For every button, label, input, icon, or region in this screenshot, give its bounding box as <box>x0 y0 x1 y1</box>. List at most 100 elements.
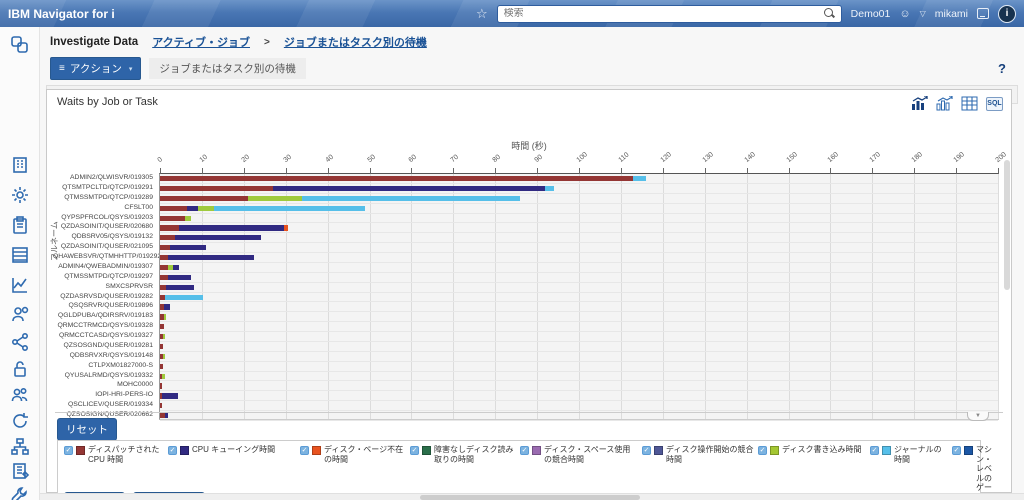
bar-segment-dispatched_cpu[interactable] <box>160 343 163 350</box>
legend-checkbox[interactable]: ✓ <box>168 446 177 455</box>
job-wait-bar[interactable] <box>160 255 255 261</box>
bar-segment-db_record_lock_contention[interactable] <box>162 373 165 379</box>
job-wait-bar[interactable] <box>160 353 166 360</box>
user-gear-icon[interactable] <box>8 302 32 326</box>
bar-segment-cpu_queuing[interactable] <box>166 284 194 290</box>
bar-segment-cpu_queuing[interactable] <box>167 274 191 280</box>
job-wait-bar[interactable] <box>160 176 647 182</box>
line-chart-icon[interactable] <box>8 273 32 297</box>
bar-segment-disk_page_faults[interactable] <box>283 225 288 231</box>
bar-segment-dispatched_cpu[interactable] <box>160 314 165 320</box>
bar-segment-dispatched_cpu[interactable] <box>160 413 166 419</box>
server-list-icon[interactable] <box>8 243 32 267</box>
bar-segment-cpu_queuing[interactable] <box>273 185 546 192</box>
job-wait-bar[interactable] <box>160 264 179 271</box>
search-input[interactable] <box>503 8 824 19</box>
job-wait-bar[interactable] <box>160 294 203 300</box>
bar-segment-cpu_queuing[interactable] <box>178 225 284 231</box>
product-avatar[interactable]: i <box>998 4 1016 23</box>
gear-icon[interactable] <box>8 183 32 207</box>
bar-segment-dispatched_cpu[interactable] <box>160 215 186 221</box>
job-wait-bar[interactable] <box>160 343 163 350</box>
console-icon[interactable] <box>977 8 989 19</box>
bar-segment-cpu_queuing[interactable] <box>168 255 255 261</box>
user-icon[interactable]: ☺ <box>899 7 911 20</box>
vertical-scrollbar[interactable] <box>1004 160 1010 290</box>
share-network-icon[interactable] <box>8 330 32 354</box>
bar-segment-cpu_queuing[interactable] <box>170 245 207 251</box>
horizontal-scrollbar-track[interactable] <box>40 493 1024 500</box>
bar-segment-db_record_lock_contention[interactable] <box>168 264 173 271</box>
bar-segment-dispatched_cpu[interactable] <box>160 363 163 369</box>
legend-checkbox[interactable]: ✓ <box>64 446 73 455</box>
sitemap-icon[interactable] <box>8 435 32 459</box>
reset-button[interactable]: リセット <box>57 418 117 441</box>
table-view-icon[interactable] <box>961 96 979 111</box>
bar-segment-journal[interactable] <box>633 176 647 182</box>
bar-segment-dispatched_cpu[interactable] <box>160 294 166 300</box>
bar-segment-cpu_queuing[interactable] <box>172 264 179 271</box>
bar-segment-cpu_queuing[interactable] <box>187 205 198 211</box>
bar-segment-dispatched_cpu[interactable] <box>160 324 164 330</box>
bar-segment-db_record_lock_contention[interactable] <box>247 195 303 201</box>
bar-segment-journal[interactable] <box>165 294 203 300</box>
job-wait-bar[interactable] <box>160 403 162 409</box>
bar-segment-dispatched_cpu[interactable] <box>160 373 163 379</box>
job-wait-bar[interactable] <box>160 215 192 221</box>
legend-checkbox[interactable]: ✓ <box>410 446 419 455</box>
sync-icon[interactable] <box>8 409 32 433</box>
bar-segment-dispatched_cpu[interactable] <box>160 284 167 290</box>
job-wait-bar[interactable] <box>160 314 167 320</box>
bar-segment-db_record_lock_contention[interactable] <box>185 215 192 221</box>
bar-segment-db_record_lock_contention[interactable] <box>163 334 166 340</box>
breadcrumb-link-active-jobs[interactable]: アクティブ・ジョブ <box>152 37 250 49</box>
job-wait-bar[interactable] <box>160 373 165 379</box>
legend-checkbox[interactable]: ✓ <box>300 446 309 455</box>
actions-button[interactable]: ≡ アクション ▾ <box>50 57 142 80</box>
job-wait-bar[interactable] <box>160 324 164 330</box>
user-name[interactable]: mikami <box>934 7 968 20</box>
bar-segment-dispatched_cpu[interactable] <box>160 304 165 310</box>
legend-checkbox[interactable]: ✓ <box>520 446 529 455</box>
job-wait-bar[interactable] <box>160 334 166 340</box>
users-icon[interactable] <box>8 383 32 407</box>
job-wait-bar[interactable] <box>160 383 163 389</box>
legend-checkbox[interactable]: ✓ <box>758 446 767 455</box>
job-wait-bar[interactable] <box>160 245 207 251</box>
bar-segment-dispatched_cpu[interactable] <box>160 245 171 251</box>
wrench-icon[interactable] <box>8 483 32 500</box>
bar-segment-journal[interactable] <box>545 185 554 192</box>
breadcrumb-link-waits[interactable]: ジョブまたはタスク別の待機 <box>283 37 427 49</box>
job-wait-bar[interactable] <box>160 284 194 290</box>
job-wait-bar[interactable] <box>160 185 554 192</box>
job-wait-bar[interactable] <box>160 225 288 231</box>
bar-segment-dispatched_cpu[interactable] <box>160 185 274 192</box>
lock-icon[interactable] <box>8 357 32 381</box>
bar-segment-db_record_lock_contention[interactable] <box>164 314 167 320</box>
alt-chart-view-icon[interactable] <box>936 95 954 111</box>
bar-segment-journal[interactable] <box>302 195 521 201</box>
collapse-legend-button[interactable]: ▼ <box>967 412 989 421</box>
bar-segment-cpu_queuing[interactable] <box>165 413 169 419</box>
favorite-star-icon[interactable]: ☆ <box>476 5 488 21</box>
job-wait-bar[interactable] <box>160 304 171 310</box>
bar-segment-journal[interactable] <box>214 205 366 211</box>
bar-segment-dispatched_cpu[interactable] <box>160 205 188 211</box>
bar-segment-dispatched_cpu[interactable] <box>160 274 168 280</box>
bar-segment-dispatched_cpu[interactable] <box>160 383 163 389</box>
bar-segment-dispatched_cpu[interactable] <box>160 353 163 360</box>
job-wait-bar[interactable] <box>160 195 521 201</box>
job-wait-bar[interactable] <box>160 235 261 241</box>
job-wait-bar[interactable] <box>160 274 191 280</box>
bar-segment-cpu_queuing[interactable] <box>164 304 171 310</box>
apps-icon[interactable] <box>8 33 32 57</box>
legend-checkbox[interactable]: ✓ <box>642 446 651 455</box>
bar-segment-dispatched_cpu[interactable] <box>160 255 169 261</box>
bar-segment-dispatched_cpu[interactable] <box>160 176 634 182</box>
sql-view-icon[interactable]: SQL <box>986 96 1003 111</box>
building-icon[interactable] <box>8 153 32 177</box>
bar-segment-dispatched_cpu[interactable] <box>160 235 175 241</box>
bar-segment-cpu_queuing[interactable] <box>174 235 261 241</box>
bar-segment-dispatched_cpu[interactable] <box>160 225 179 231</box>
bar-segment-dispatched_cpu[interactable] <box>160 403 162 409</box>
